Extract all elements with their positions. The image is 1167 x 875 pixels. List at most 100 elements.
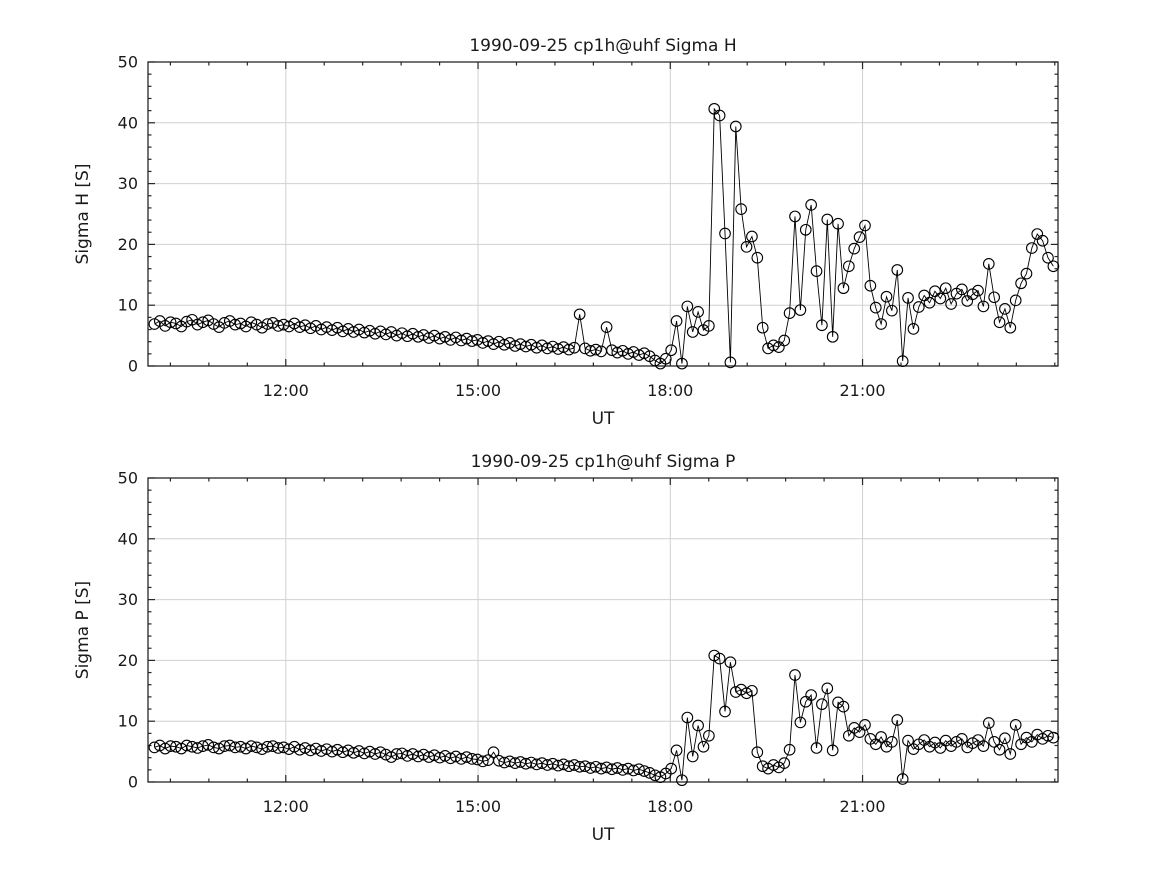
data-point (713, 652, 726, 665)
data-point (164, 740, 177, 752)
data-point (826, 330, 839, 343)
data-point (923, 296, 936, 309)
x-tick-label: 21:00 (839, 381, 885, 400)
data-point (676, 357, 688, 370)
x-tick-label: 12:00 (263, 381, 309, 400)
data-point (816, 698, 828, 711)
data-point (988, 736, 1001, 748)
x-tick-label: 18:00 (647, 797, 693, 816)
data-point (202, 739, 215, 751)
data-point (805, 199, 818, 211)
data-point (676, 774, 688, 787)
data-point (853, 231, 866, 243)
y-tick-label: 10 (118, 712, 138, 731)
data-point (778, 757, 791, 770)
data-point (729, 120, 742, 133)
x-tick-label: 21:00 (839, 797, 885, 816)
data-point (842, 729, 855, 742)
data-point (697, 740, 710, 753)
data-point (659, 352, 672, 365)
data-point (681, 300, 694, 313)
data-point (665, 762, 678, 775)
data-point (719, 705, 731, 718)
y-tick-label: 10 (118, 296, 138, 315)
data-point (826, 744, 839, 757)
chart-title: 1990-09-25 cp1h@uhf Sigma P (471, 452, 736, 472)
data-point (875, 731, 887, 743)
data-point (859, 219, 871, 232)
data-point (180, 315, 193, 328)
data-point (993, 743, 1006, 756)
y-tick-label: 40 (118, 113, 138, 132)
data-point (466, 753, 478, 765)
y-tick-label: 0 (128, 773, 138, 792)
data-point (164, 316, 177, 329)
data-point (956, 283, 968, 296)
data-point (821, 682, 834, 695)
data-point (724, 356, 737, 369)
data-point (972, 284, 984, 297)
data-point (869, 301, 882, 314)
data-point (794, 716, 807, 729)
data-point (934, 292, 947, 305)
y-tick-label: 40 (118, 529, 138, 548)
data-point (374, 746, 387, 759)
data-point (805, 689, 818, 701)
data-point (902, 292, 914, 304)
data-point (999, 303, 1011, 315)
y-axis-label: Sigma H [S] (73, 164, 93, 265)
data-series-sigma-h (148, 102, 1060, 370)
chart-title: 1990-09-25 cp1h@uhf Sigma H (469, 36, 736, 56)
data-line (154, 107, 1054, 365)
data-series-sigma-p (148, 649, 1060, 787)
data-point (1042, 729, 1054, 742)
data-point (1004, 321, 1017, 334)
data-point (692, 719, 704, 732)
y-tick-label: 20 (118, 235, 138, 254)
data-point (487, 746, 500, 759)
data-point (810, 265, 823, 278)
data-point (245, 316, 258, 329)
data-point (896, 773, 909, 785)
data-point (692, 306, 704, 318)
data-point (982, 717, 995, 729)
data-point (891, 264, 904, 276)
data-point (794, 304, 807, 316)
data-point (751, 251, 764, 264)
data-point (460, 751, 473, 763)
data-point (810, 742, 823, 754)
x-axis-label: UT (592, 409, 615, 429)
data-point (1020, 267, 1033, 280)
data-point (886, 304, 898, 317)
y-tick-label: 20 (118, 651, 138, 670)
data-point (600, 321, 613, 333)
data-point (665, 344, 678, 357)
data-point (1009, 294, 1022, 307)
data-point (1036, 234, 1049, 247)
y-tick-label: 30 (118, 174, 138, 193)
data-point (848, 242, 861, 255)
data-point (191, 318, 204, 331)
axis-ticks (148, 477, 1058, 783)
x-tick-label: 18:00 (647, 381, 693, 400)
data-point (740, 240, 753, 253)
data-point (902, 734, 914, 747)
data-point (213, 742, 225, 755)
panel-sigma-h: 12:00 15:00 18:00 21:00 0 10 20 30 40 50 1990-09-2… (73, 36, 1060, 429)
plot-border (147, 477, 1059, 783)
data-point (789, 669, 801, 681)
data-point (891, 714, 904, 726)
plot-border (147, 61, 1059, 367)
data-point (713, 109, 726, 122)
data-point (886, 736, 898, 748)
x-tick-label: 12:00 (263, 797, 309, 816)
data-point (681, 711, 694, 724)
data-point (670, 315, 683, 327)
data-point (977, 740, 990, 752)
data-point (896, 355, 909, 367)
data-point (977, 300, 990, 313)
data-point (993, 316, 1006, 329)
data-point (907, 323, 920, 335)
